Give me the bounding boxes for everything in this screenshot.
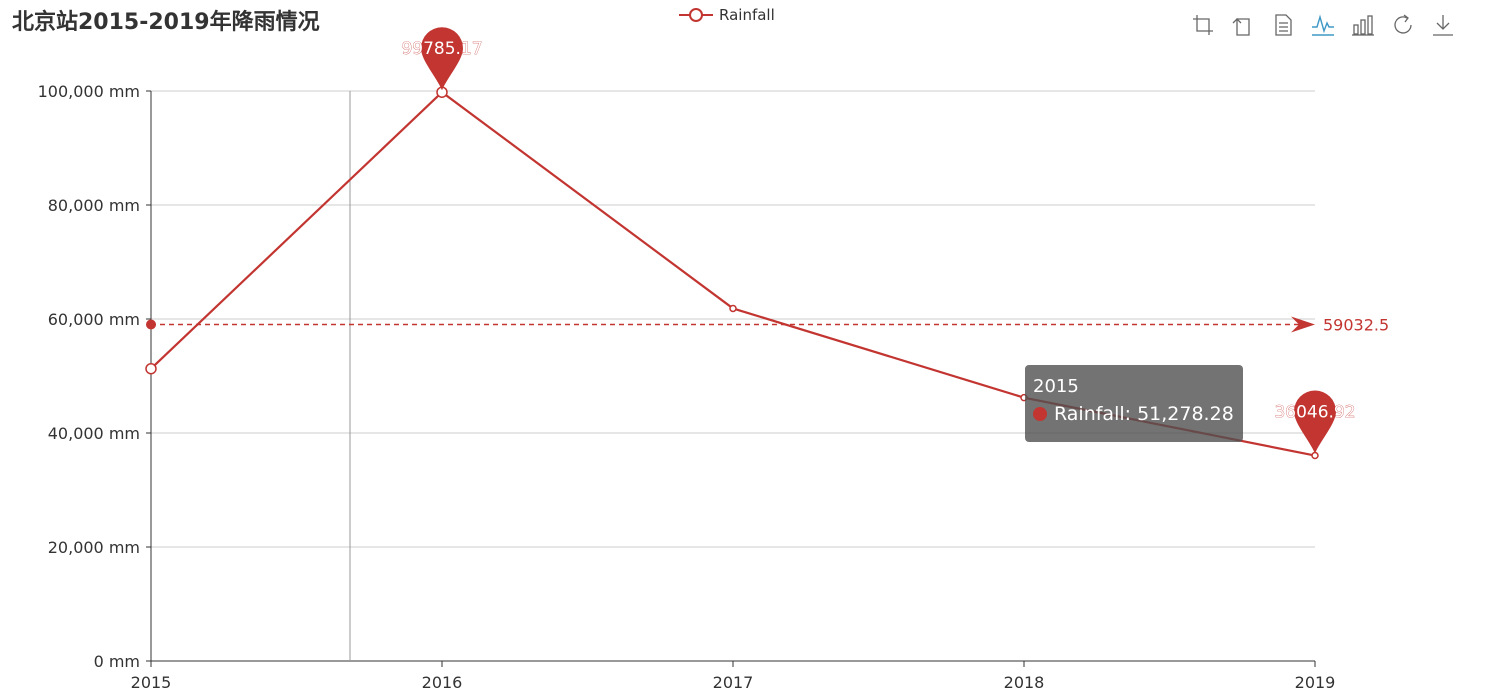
- line-chart-icon[interactable]: [1308, 10, 1338, 40]
- mark-point-pin: [421, 27, 463, 91]
- y-tick-label: 40,000 mm: [48, 424, 140, 443]
- y-tick-label: 100,000 mm: [38, 82, 140, 101]
- mark-line-label: 59032.5: [1323, 316, 1389, 335]
- zoom-reset-icon[interactable]: [1228, 10, 1258, 40]
- x-tick-label: 2016: [422, 673, 463, 692]
- data-point: [145, 362, 157, 375]
- mark-line-start-symbol: [146, 319, 156, 330]
- chart-title: 北京站2015-2019年降雨情况: [12, 10, 320, 35]
- x-tick-label: 2018: [1004, 673, 1045, 692]
- tooltip-series-marker: [1033, 407, 1047, 421]
- legend-item-rainfall[interactable]: Rainfall: [679, 6, 775, 24]
- y-tick-label: 80,000 mm: [48, 196, 140, 215]
- mark-line-arrow: [1291, 316, 1315, 333]
- tooltip: 2015 Rainfall: 51,278.28: [1025, 365, 1243, 442]
- x-tick-label: 2017: [713, 673, 754, 692]
- bar-chart-icon[interactable]: [1348, 10, 1378, 40]
- x-tick-label: 2019: [1295, 673, 1336, 692]
- data-view-icon[interactable]: [1268, 10, 1298, 40]
- x-tick-label: 2015: [131, 673, 172, 692]
- y-tick-label: 20,000 mm: [48, 538, 140, 557]
- y-tick-label: 0 mm: [94, 652, 140, 671]
- data-point: [436, 86, 448, 98]
- y-tick-label: 60,000 mm: [48, 310, 140, 329]
- restore-icon[interactable]: [1388, 10, 1418, 40]
- download-icon[interactable]: [1428, 10, 1458, 40]
- mark-point-pin: [1294, 390, 1336, 454]
- data-point: [729, 304, 737, 313]
- tooltip-category: 2015: [1033, 376, 1079, 397]
- toolbox: [1188, 10, 1458, 40]
- legend-label: Rainfall: [719, 6, 775, 24]
- data-point: [1311, 451, 1319, 460]
- zoom-icon[interactable]: [1188, 10, 1218, 40]
- mark-point-label: 36046.92: [1274, 403, 1355, 423]
- mark-point-label: 99785.17: [401, 39, 482, 59]
- legend-line-icon: [679, 8, 713, 22]
- tooltip-value: Rainfall: 51,278.28: [1054, 403, 1234, 425]
